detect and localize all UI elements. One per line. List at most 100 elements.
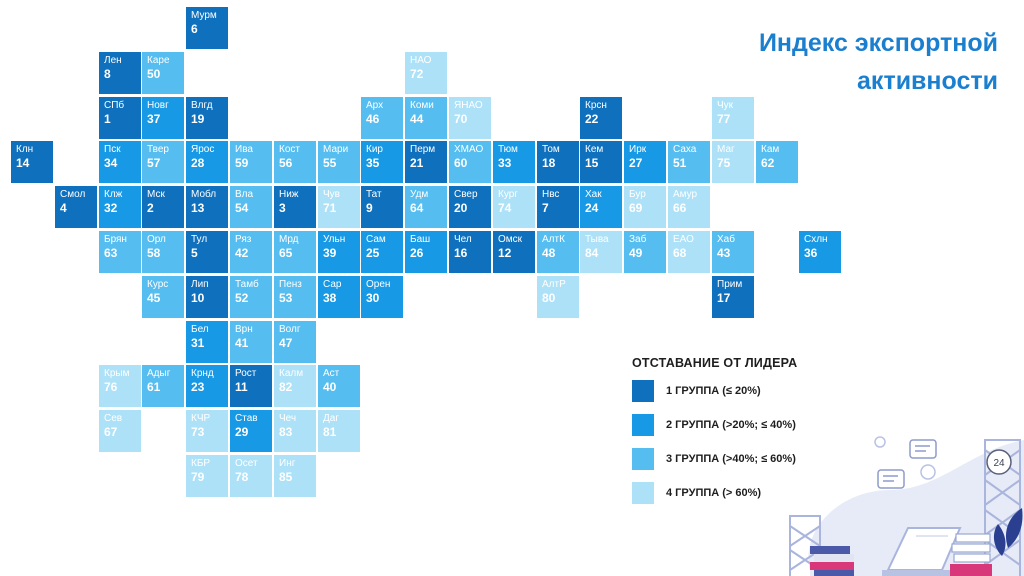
region-abbr: Ниж (279, 189, 299, 200)
region-rank: 68 (673, 246, 687, 260)
region-abbr: Тат (366, 189, 382, 200)
region-rank: 78 (235, 470, 249, 484)
region-abbr: Кем (585, 144, 604, 155)
legend-label-group-1: 1 ГРУППА (≤ 20%) (666, 385, 761, 397)
region-tile: Амур 66 (668, 186, 710, 228)
region-rank: 80 (542, 291, 556, 305)
region-abbr: Нвс (542, 189, 560, 200)
region-rank: 1 (104, 112, 111, 126)
region-rank: 73 (191, 425, 205, 439)
gear-icon (874, 436, 936, 480)
region-tile: Баш 26 (405, 231, 447, 273)
region-rank: 61 (147, 380, 161, 394)
region-rank: 10 (191, 291, 205, 305)
region-tile: Став 29 (230, 410, 272, 452)
region-rank: 30 (366, 291, 380, 305)
region-tile: Курс 45 (142, 276, 184, 318)
badge-24-icon: 24 (986, 449, 1012, 475)
region-tile: Чув 71 (318, 186, 360, 228)
region-rank: 59 (235, 156, 249, 170)
region-tile: Сев 67 (99, 410, 141, 452)
region-abbr: Омск (498, 234, 523, 245)
region-rank: 35 (366, 156, 380, 170)
region-abbr: НАО (410, 55, 432, 66)
region-abbr: Чук (717, 100, 734, 111)
region-tile: Бур 69 (624, 186, 666, 228)
region-rank: 53 (279, 291, 293, 305)
region-tile: Крсн 22 (580, 97, 622, 139)
region-abbr: Крсн (585, 100, 607, 111)
region-tile: Кург 74 (493, 186, 535, 228)
region-tile: Брян 63 (99, 231, 141, 273)
region-abbr: Кам (761, 144, 780, 155)
region-rank: 32 (104, 201, 118, 215)
region-rank: 4 (60, 201, 67, 215)
region-tile: Кост 56 (274, 141, 316, 183)
legend-swatch-group-3 (632, 448, 654, 470)
region-rank: 83 (279, 425, 293, 439)
region-abbr: Осет (235, 458, 258, 469)
legend-swatch-group-2 (632, 414, 654, 436)
region-tile: КБР 79 (186, 455, 228, 497)
region-rank: 15 (585, 156, 599, 170)
region-rank: 77 (717, 112, 731, 126)
region-tile: Ярос 28 (186, 141, 228, 183)
region-tile: Тат 9 (361, 186, 403, 228)
region-abbr: Волг (279, 324, 301, 335)
region-tile: Чеч 83 (274, 410, 316, 452)
region-abbr: Схлн (804, 234, 828, 245)
region-abbr: Курс (147, 279, 169, 290)
region-rank: 43 (717, 246, 731, 260)
region-abbr: Пенз (279, 279, 302, 290)
region-tile: СПб 1 (99, 97, 141, 139)
legend-swatch-group-4 (632, 482, 654, 504)
region-abbr: Инг (279, 458, 296, 469)
region-abbr: ЯНАО (454, 100, 483, 111)
region-rank: 58 (147, 246, 161, 260)
region-tile: Чел 16 (449, 231, 491, 273)
region-abbr: Лип (191, 279, 209, 290)
region-abbr: Сар (323, 279, 342, 290)
region-tile: Орен 30 (361, 276, 403, 318)
region-abbr: Хак (585, 189, 602, 200)
region-tile: Саха 51 (668, 141, 710, 183)
region-rank: 60 (454, 156, 468, 170)
region-tile: НАО 72 (405, 52, 447, 94)
region-rank: 19 (191, 112, 205, 126)
region-abbr: Свер (454, 189, 478, 200)
region-tile: Коми 44 (405, 97, 447, 139)
region-abbr: Новг (147, 100, 169, 111)
region-tile: Вла 54 (230, 186, 272, 228)
region-rank: 55 (323, 156, 337, 170)
region-rank: 6 (191, 22, 198, 36)
region-abbr: Орен (366, 279, 391, 290)
region-abbr: Тамб (235, 279, 259, 290)
region-abbr: Амур (673, 189, 698, 200)
region-rank: 27 (629, 156, 643, 170)
region-tile: Инг 85 (274, 455, 316, 497)
region-abbr: Аст (323, 368, 340, 379)
region-tile: Перм 21 (405, 141, 447, 183)
region-rank: 26 (410, 246, 424, 260)
chat-bubble-icon (877, 439, 937, 489)
region-rank: 11 (235, 380, 248, 394)
region-tile: Мобл 13 (186, 186, 228, 228)
region-abbr: Мрд (279, 234, 299, 245)
region-tile: Чук 77 (712, 97, 754, 139)
region-tile: КЧР 73 (186, 410, 228, 452)
region-rank: 79 (191, 470, 205, 484)
region-tile: Тыва 84 (580, 231, 622, 273)
region-tile: Орл 58 (142, 231, 184, 273)
region-abbr: Крнд (191, 368, 214, 379)
region-tile: Смол 4 (55, 186, 97, 228)
region-abbr: Лен (104, 55, 122, 66)
region-rank: 29 (235, 425, 249, 439)
region-rank: 56 (279, 156, 293, 170)
region-tile: Тамб 52 (230, 276, 272, 318)
region-abbr: Бел (191, 324, 209, 335)
legend-item-group-4: 4 ГРУППА (> 60%) (632, 482, 852, 504)
region-tile: Том 18 (537, 141, 579, 183)
region-rank: 41 (235, 336, 249, 350)
book-stack-icon (810, 546, 854, 576)
region-tile: Ульн 39 (318, 231, 360, 273)
